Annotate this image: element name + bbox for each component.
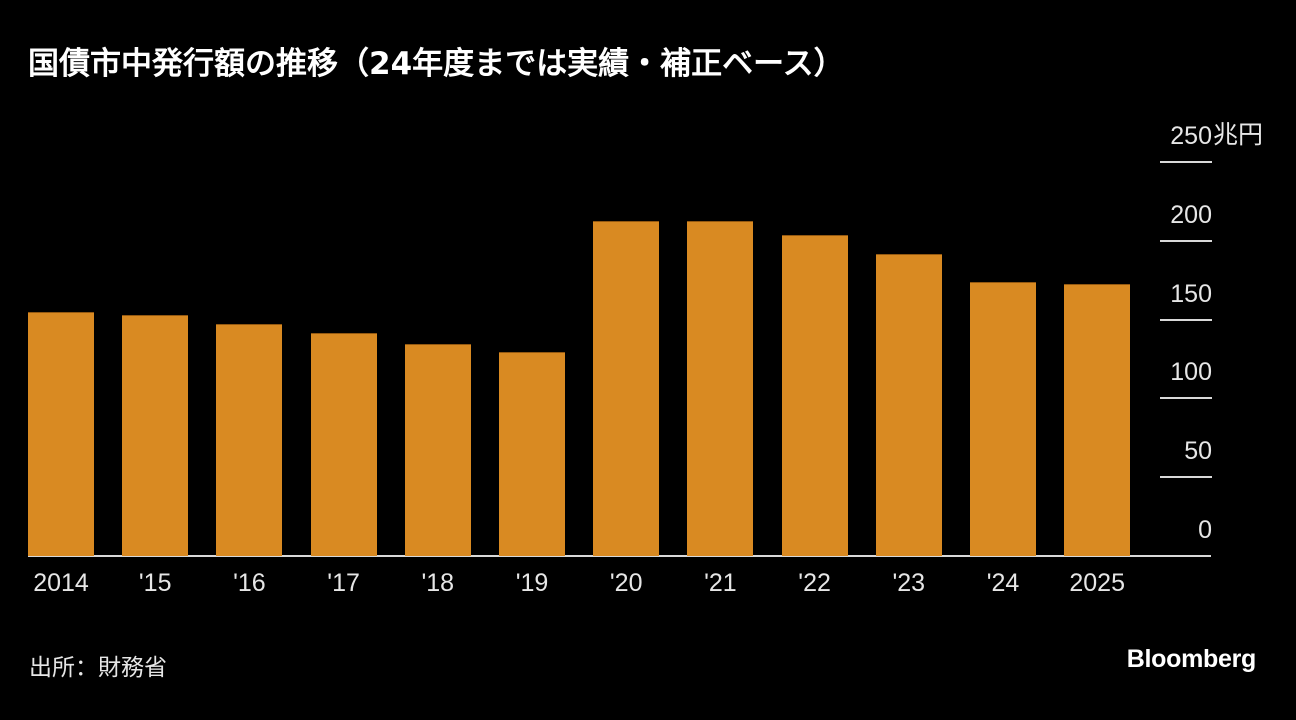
gridline (1160, 397, 1212, 400)
bar-23 (875, 253, 942, 556)
y-tick-label: 250 (1170, 122, 1212, 150)
bar-20 (593, 220, 660, 556)
chart-title: 国債市中発行額の推移（24年度までは実績・補正ベース） (28, 46, 845, 82)
bar-2014 (28, 312, 94, 556)
x-tick-label: '16 (233, 569, 266, 597)
y-tick-label: 0 (1198, 516, 1212, 544)
source-note: 出所：財務省 (29, 655, 167, 681)
bar-17 (310, 332, 377, 556)
bar-24 (970, 281, 1036, 556)
y-tick-label: 150 (1170, 279, 1212, 308)
x-tick-label: '23 (892, 569, 926, 597)
gridline (1160, 318, 1212, 321)
bar-22 (781, 234, 848, 556)
y-tick-label: 50 (1184, 437, 1212, 466)
x-tick-label: '20 (609, 569, 643, 597)
gridline (1160, 161, 1212, 163)
y-tick-label: 200 (1170, 200, 1212, 229)
bar-15 (122, 315, 189, 556)
y-axis-unit: 兆円 (1213, 120, 1264, 149)
bar-19 (499, 351, 565, 556)
x-tick-label: '17 (327, 569, 360, 597)
bar-16 (216, 323, 283, 556)
gridline (1160, 476, 1212, 479)
y-tick-label: 100 (1170, 358, 1212, 387)
gridline (1160, 239, 1212, 242)
x-tick-label: 2014 (33, 569, 89, 597)
bloomberg-logo: Bloomberg (1126, 645, 1257, 673)
x-tick-label: '19 (515, 569, 549, 597)
x-tick-label: '21 (704, 569, 737, 597)
x-tick-label: '15 (138, 569, 172, 597)
x-tick-label: '24 (986, 569, 1020, 597)
x-tick-label: '22 (798, 569, 831, 597)
x-tick-label: 2025 (1069, 569, 1125, 597)
x-tick-label: '18 (421, 569, 455, 597)
bar-21 (687, 220, 754, 556)
bar-18 (404, 344, 471, 556)
bar-2025 (1064, 283, 1131, 556)
x-axis-baseline (28, 555, 1211, 557)
